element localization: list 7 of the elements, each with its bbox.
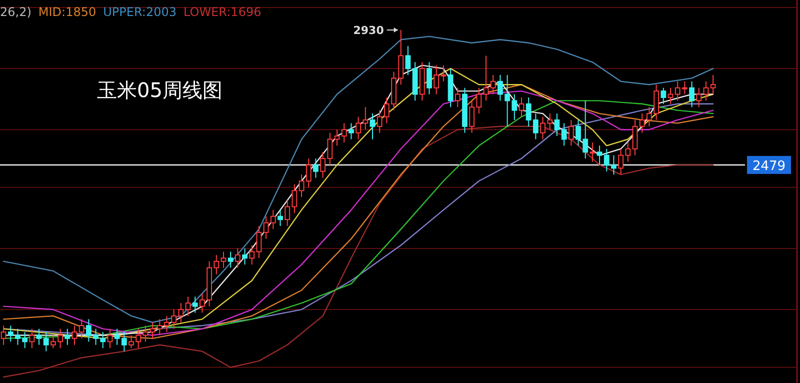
text: 2479 bbox=[752, 158, 786, 174]
annotation: 2930 bbox=[353, 24, 384, 37]
text: UPPER:2003 bbox=[103, 5, 177, 19]
text: LOWER:1696 bbox=[184, 5, 262, 19]
text: MID:1850 bbox=[38, 5, 96, 19]
text: 玉米05周线图 bbox=[97, 78, 222, 102]
text: 26,2) bbox=[0, 5, 32, 19]
